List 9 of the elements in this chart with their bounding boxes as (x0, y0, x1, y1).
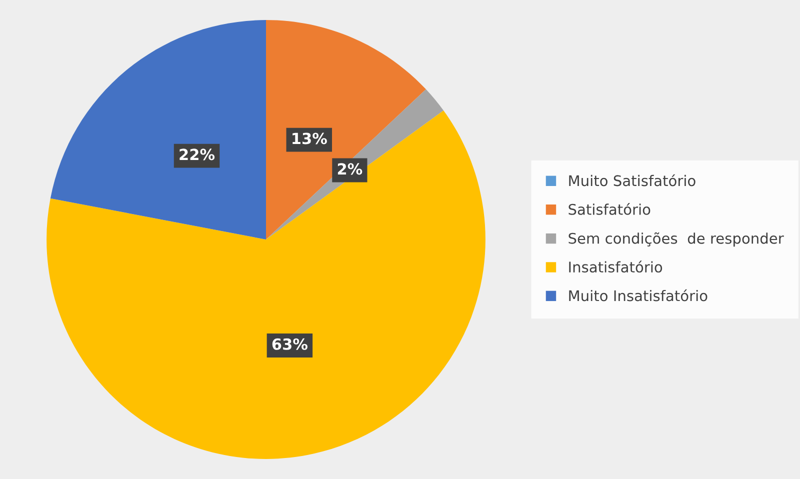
legend-label: Insatisfatório (569, 260, 662, 273)
data-label: 13% (292, 132, 327, 144)
data-label: 22% (180, 148, 215, 160)
data-label: 2% (338, 163, 362, 175)
legend-label: Sem condições de responder (568, 232, 784, 247)
legend-label: Muito Insatisfatório (569, 289, 708, 302)
legend-label: Muito Satisfatório (569, 174, 696, 186)
data-label: 63% (272, 338, 308, 350)
legend-label: Satisfatório (568, 203, 650, 215)
